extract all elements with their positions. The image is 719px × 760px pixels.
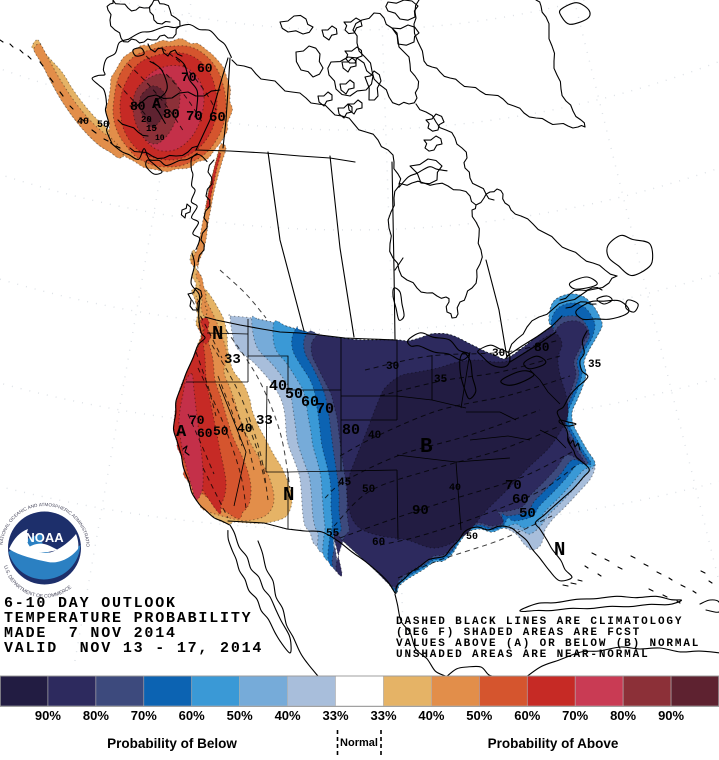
svg-text:20: 20 bbox=[141, 115, 152, 125]
svg-text:60: 60 bbox=[197, 426, 213, 441]
svg-text:33: 33 bbox=[224, 352, 241, 368]
svg-text:90: 90 bbox=[412, 503, 429, 519]
svg-text:60%: 60% bbox=[179, 708, 205, 723]
svg-text:40%: 40% bbox=[418, 708, 444, 723]
svg-text:40: 40 bbox=[77, 117, 89, 128]
svg-text:DASHED BLACK LINES ARE CLIMATO: DASHED BLACK LINES ARE CLIMATOLOGY bbox=[396, 616, 683, 628]
svg-text:33: 33 bbox=[256, 413, 273, 429]
svg-text:40: 40 bbox=[269, 378, 287, 395]
svg-text:40: 40 bbox=[368, 430, 381, 442]
svg-text:33%: 33% bbox=[370, 708, 396, 723]
svg-text:VALUES ABOVE (A) OR BELOW (B): VALUES ABOVE (A) OR BELOW (B) NORMAL bbox=[396, 638, 700, 650]
svg-text:70%: 70% bbox=[562, 708, 588, 723]
svg-text:UNSHADED AREAS ARE NEAR-NORMAL: UNSHADED AREAS ARE NEAR-NORMAL bbox=[396, 649, 650, 661]
svg-text:60: 60 bbox=[197, 61, 213, 76]
svg-text:NOAA: NOAA bbox=[25, 530, 64, 545]
svg-text:70: 70 bbox=[505, 478, 522, 494]
svg-text:50: 50 bbox=[362, 484, 375, 496]
svg-text:50%: 50% bbox=[466, 708, 492, 723]
svg-text:Probability of Above: Probability of Above bbox=[488, 736, 619, 751]
svg-text:90%: 90% bbox=[658, 708, 684, 723]
svg-text:50: 50 bbox=[519, 506, 536, 522]
svg-text:40: 40 bbox=[237, 421, 253, 436]
svg-text:80: 80 bbox=[163, 107, 180, 123]
svg-text:15: 15 bbox=[146, 124, 157, 134]
svg-text:TEMPERATURE PROBABILITY: TEMPERATURE PROBABILITY bbox=[4, 610, 252, 627]
svg-text:A: A bbox=[152, 96, 161, 113]
svg-text:55: 55 bbox=[326, 528, 340, 540]
svg-text:80: 80 bbox=[534, 340, 550, 355]
svg-text:N: N bbox=[554, 539, 565, 561]
svg-text:A: A bbox=[176, 423, 187, 442]
svg-text:N: N bbox=[212, 323, 223, 345]
svg-text:Normal: Normal bbox=[340, 737, 378, 749]
svg-text:60: 60 bbox=[512, 492, 529, 508]
svg-text:90%: 90% bbox=[35, 708, 61, 723]
svg-text:30: 30 bbox=[386, 361, 399, 373]
svg-text:60: 60 bbox=[209, 110, 226, 126]
svg-text:60: 60 bbox=[372, 537, 385, 549]
svg-text:60%: 60% bbox=[514, 708, 540, 723]
svg-text:80%: 80% bbox=[83, 708, 109, 723]
svg-text:70: 70 bbox=[189, 413, 205, 428]
svg-text:70: 70 bbox=[316, 401, 334, 418]
svg-text:80%: 80% bbox=[610, 708, 636, 723]
svg-text:80: 80 bbox=[130, 99, 146, 114]
svg-text:Probability of Below: Probability of Below bbox=[107, 736, 237, 751]
svg-text:N: N bbox=[283, 484, 294, 506]
svg-text:35: 35 bbox=[434, 374, 448, 386]
svg-text:35: 35 bbox=[588, 359, 602, 371]
svg-text:50: 50 bbox=[285, 386, 303, 403]
svg-text:40%: 40% bbox=[275, 708, 301, 723]
svg-text:30: 30 bbox=[492, 348, 505, 360]
svg-text:70%: 70% bbox=[131, 708, 157, 723]
svg-text:70: 70 bbox=[186, 109, 203, 125]
svg-text:70: 70 bbox=[181, 70, 197, 85]
svg-text:6-10 DAY OUTLOOK: 6-10 DAY OUTLOOK bbox=[4, 595, 177, 612]
svg-text:50: 50 bbox=[97, 120, 109, 131]
svg-text:(DEG F) SHADED AREAS ARE FCST: (DEG F) SHADED AREAS ARE FCST bbox=[396, 627, 641, 639]
svg-text:B: B bbox=[420, 436, 433, 459]
svg-text:80: 80 bbox=[342, 422, 360, 439]
svg-text:33%: 33% bbox=[322, 708, 348, 723]
svg-text:VALID NOV 13 - 17, 2014: VALID NOV 13 - 17, 2014 bbox=[4, 640, 263, 657]
svg-text:50%: 50% bbox=[227, 708, 253, 723]
svg-text:50: 50 bbox=[466, 532, 478, 543]
svg-text:60: 60 bbox=[301, 394, 319, 411]
svg-text:MADE 7 NOV 2014: MADE 7 NOV 2014 bbox=[4, 625, 177, 642]
svg-text:50: 50 bbox=[213, 424, 229, 439]
svg-text:40: 40 bbox=[449, 483, 461, 494]
svg-text:45: 45 bbox=[338, 477, 352, 489]
svg-text:10: 10 bbox=[155, 134, 165, 143]
